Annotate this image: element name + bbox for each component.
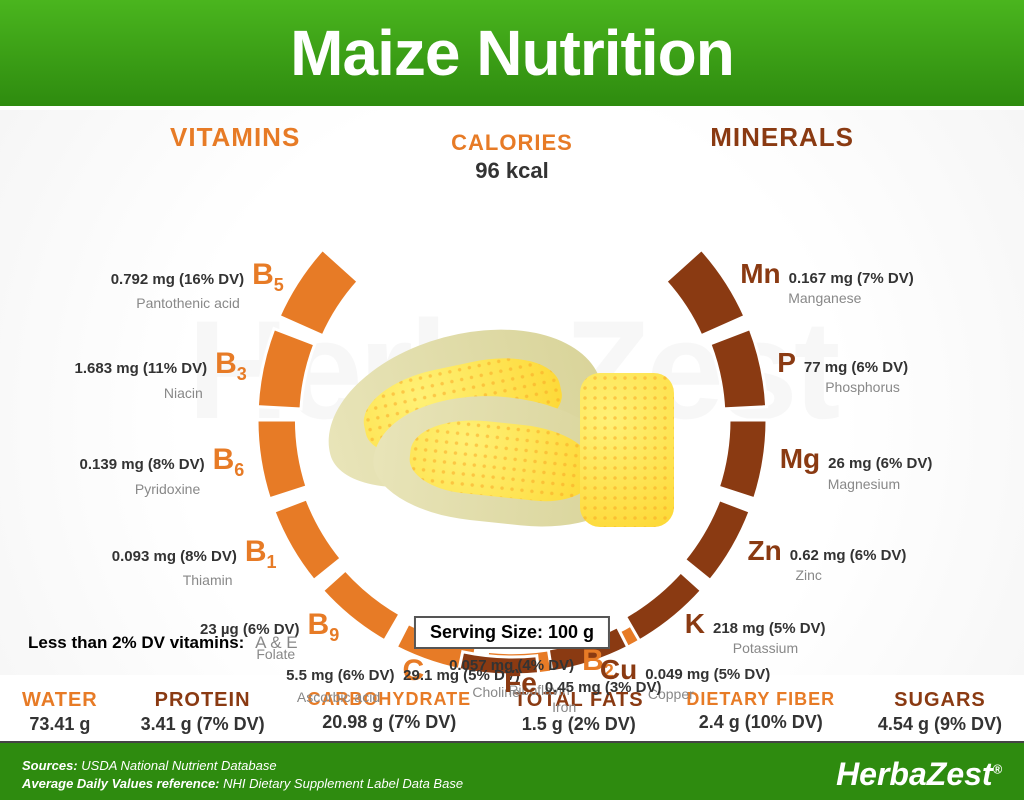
- brand-suffix: ®: [993, 761, 1002, 776]
- calories-value: 96 kcal: [451, 158, 573, 184]
- src1-label: Sources:: [22, 758, 78, 773]
- footer-bar: Sources: USDA National Nutrient Database…: [0, 743, 1024, 800]
- mineral-item: Mg26 mg (6% DV)Magnesium: [780, 443, 1010, 491]
- minerals-heading: MINERALS: [710, 122, 854, 153]
- main-infographic: HerbaZest VITAMINS MINERALS CALORIES 96 …: [0, 110, 1024, 675]
- macro-item: WATER73.41 g: [22, 689, 98, 735]
- less2-values: A & E: [255, 633, 298, 652]
- src1-val: USDA National Nutrient Database: [81, 758, 276, 773]
- mineral-item: Fe0.45 mg (3% DV)Iron: [504, 667, 734, 715]
- title-banner: Maize Nutrition: [0, 0, 1024, 110]
- src2-val: NHI Dietary Supplement Label Data Base: [223, 776, 463, 791]
- brand-text: HerbaZest: [836, 756, 993, 792]
- src2-label: Average Daily Values reference:: [22, 776, 220, 791]
- less-than-2dv: Less than 2% DV vitamins: A & E: [28, 633, 298, 653]
- page-title: Maize Nutrition: [290, 16, 734, 90]
- footer-sources: Sources: USDA National Nutrient Database…: [22, 757, 463, 792]
- corn-illustration: [322, 285, 702, 545]
- calories-block: CALORIES 96 kcal: [451, 130, 573, 184]
- calories-label: CALORIES: [451, 130, 573, 156]
- vitamin-item: 0.792 mg (16% DV)B5Pantothenic acid: [54, 258, 284, 312]
- vitamin-item: 1.683 mg (11% DV)B3Niacin: [17, 347, 247, 401]
- vitamins-heading: VITAMINS: [170, 122, 300, 153]
- less2-label: Less than 2% DV vitamins:: [28, 633, 244, 652]
- macro-item: SUGARS4.54 g (9% DV): [878, 689, 1002, 735]
- vitamin-item: 0.139 mg (8% DV)B6Pyridoxine: [14, 443, 244, 497]
- mineral-item: P77 mg (6% DV)Phosphorus: [777, 347, 1007, 395]
- footer-brand: HerbaZest®: [836, 756, 1002, 793]
- mineral-item: K218 mg (5% DV)Potassium: [685, 608, 915, 656]
- mineral-item: Zn0.62 mg (6% DV)Zinc: [747, 535, 977, 583]
- mineral-item: Mn0.167 mg (7% DV)Manganese: [740, 258, 970, 306]
- vitamin-item: 0.093 mg (8% DV)B1Thiamin: [47, 535, 277, 589]
